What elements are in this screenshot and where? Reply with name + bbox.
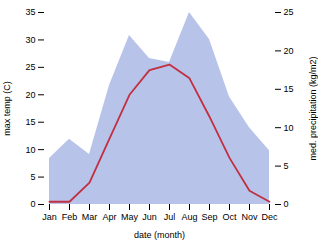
svg-text:Nov: Nov bbox=[241, 212, 258, 222]
svg-text:30: 30 bbox=[25, 35, 35, 45]
svg-text:Feb: Feb bbox=[62, 212, 78, 222]
svg-text:Aug: Aug bbox=[181, 212, 197, 222]
svg-text:25: 25 bbox=[284, 7, 294, 17]
svg-text:Sep: Sep bbox=[201, 212, 217, 222]
svg-text:Oct: Oct bbox=[222, 212, 237, 222]
svg-text:15: 15 bbox=[284, 84, 294, 94]
svg-text:Jun: Jun bbox=[142, 212, 157, 222]
svg-text:Jan: Jan bbox=[42, 212, 57, 222]
svg-text:Dec: Dec bbox=[261, 212, 278, 222]
svg-text:Jul: Jul bbox=[164, 212, 176, 222]
svg-text:Apr: Apr bbox=[102, 212, 116, 222]
svg-text:20: 20 bbox=[284, 46, 294, 56]
svg-text:5: 5 bbox=[284, 161, 289, 171]
svg-text:10: 10 bbox=[284, 123, 294, 133]
svg-text:35: 35 bbox=[25, 7, 35, 17]
svg-text:date (month): date (month) bbox=[134, 230, 185, 240]
svg-text:10: 10 bbox=[25, 145, 35, 155]
svg-text:25: 25 bbox=[25, 62, 35, 72]
svg-text:May: May bbox=[121, 212, 139, 222]
svg-text:5: 5 bbox=[30, 172, 35, 182]
svg-text:0: 0 bbox=[284, 199, 289, 209]
svg-text:0: 0 bbox=[30, 199, 35, 209]
svg-text:max temp (C): max temp (C) bbox=[2, 81, 12, 136]
svg-text:20: 20 bbox=[25, 90, 35, 100]
svg-text:15: 15 bbox=[25, 117, 35, 127]
svg-text:med. precipitation (kg/m2): med. precipitation (kg/m2) bbox=[308, 56, 318, 160]
svg-text:Mar: Mar bbox=[82, 212, 98, 222]
